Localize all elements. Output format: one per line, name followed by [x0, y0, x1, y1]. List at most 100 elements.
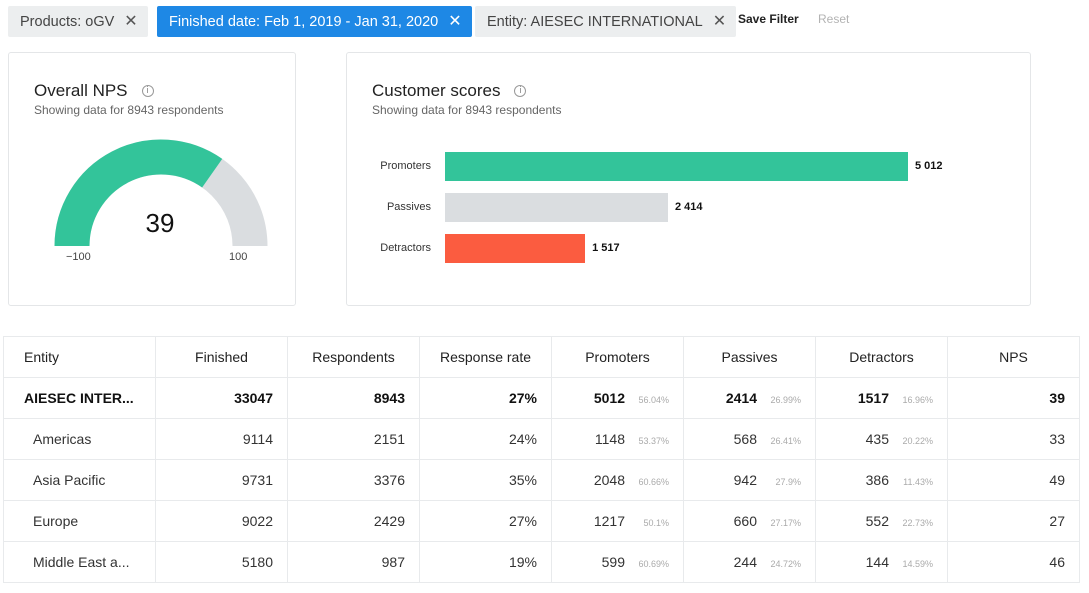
- cell-finished: 9731: [155, 459, 288, 501]
- cell-passives: 2414 26.99%: [683, 377, 816, 419]
- bar-label-promoters: Promoters: [380, 160, 431, 172]
- customer-scores-card: Customer scores i Showing data for 8943 …: [346, 52, 1031, 306]
- cell-response-rate: 27%: [419, 500, 552, 542]
- cell-detractors-count: 1517: [857, 390, 889, 406]
- filter-chip-label: Finished date: Feb 1, 2019 - Jan 31, 202…: [169, 13, 439, 30]
- cell-passives: 942 27.9%: [683, 459, 816, 501]
- filter-chip-label: Entity: AIESEC INTERNATIONAL: [487, 13, 703, 30]
- cell-detractors-percent: 20.22%: [902, 436, 933, 446]
- card-title-text: Customer scores: [372, 81, 501, 100]
- cell-detractors: 144 14.59%: [815, 541, 948, 583]
- close-icon[interactable]: ✕: [712, 12, 727, 30]
- cell-respondents: 3376: [287, 459, 420, 501]
- column-header-finished[interactable]: Finished: [155, 336, 288, 378]
- cell-response-rate: 24%: [419, 418, 552, 460]
- info-icon[interactable]: i: [141, 85, 154, 97]
- column-header-promoters[interactable]: Promoters: [551, 336, 684, 378]
- filter-chip-products[interactable]: Products: oGV ✕: [8, 6, 148, 37]
- save-filter-button[interactable]: Save Filter: [738, 12, 799, 26]
- cell-detractors-count: 144: [865, 554, 889, 570]
- cell-finished: 33047: [155, 377, 288, 419]
- bar-label-passives: Passives: [386, 201, 431, 213]
- column-header-passives[interactable]: Passives: [683, 336, 816, 378]
- bar-label-detractors: Detractors: [380, 242, 431, 254]
- nps-table: Entity Finished Respondents Response rat…: [3, 336, 1080, 583]
- card-title-text: Overall NPS: [34, 81, 128, 100]
- table-header-row: Entity Finished Respondents Response rat…: [3, 336, 1080, 378]
- reset-button[interactable]: Reset: [818, 12, 850, 26]
- cell-passives-percent: 24.72%: [770, 559, 801, 569]
- cell-promoters-count: 1148: [594, 431, 625, 447]
- cell-finished: 9114: [155, 418, 288, 460]
- cell-finished: 5180: [155, 541, 288, 583]
- cell-detractors-percent: 22.73%: [902, 518, 933, 528]
- cell-passives-count: 2414: [725, 390, 757, 406]
- filter-chip-label: Products: oGV: [20, 13, 115, 30]
- cell-detractors-percent: 11.43%: [903, 477, 933, 487]
- gauge-max-label: 100: [229, 251, 248, 263]
- cell-promoters-count: 599: [601, 554, 625, 570]
- cell-promoters-percent: 60.69%: [638, 559, 669, 569]
- cell-entity: AIESEC INTER...: [3, 377, 156, 419]
- cell-promoters: 1217 50.1%: [551, 500, 684, 542]
- column-header-entity[interactable]: Entity: [3, 336, 156, 378]
- table-row[interactable]: Asia Pacific 9731 3376 35% 2048 60.66% 942 27.9…: [3, 459, 1080, 501]
- cell-promoters: 1148 53.37%: [551, 418, 684, 460]
- cell-promoters-count: 1217: [593, 513, 625, 529]
- filter-chip-finished-date[interactable]: Finished date: Feb 1, 2019 - Jan 31, 202…: [157, 6, 472, 37]
- cell-promoters-count: 5012: [593, 390, 625, 406]
- card-subtitle: Showing data for 8943 respondents: [34, 103, 224, 117]
- cell-passives-percent: 27.17%: [770, 518, 801, 528]
- cell-passives-count: 942: [733, 472, 757, 488]
- card-title: Customer scores i: [372, 81, 527, 101]
- cell-detractors: 386 11.43%: [815, 459, 948, 501]
- cell-respondents: 2151: [287, 418, 420, 460]
- cell-detractors-count: 552: [865, 513, 889, 529]
- column-header-respondents[interactable]: Respondents: [287, 336, 420, 378]
- table-row[interactable]: Americas 9114 2151 24% 1148 53.37% 568 26.41% 43…: [3, 418, 1080, 460]
- cell-detractors-percent: 14.59%: [902, 559, 933, 569]
- filter-chip-entity[interactable]: Entity: AIESEC INTERNATIONAL ✕: [475, 6, 737, 37]
- cell-passives-count: 244: [733, 554, 757, 570]
- bar-value-promoters: 5 012: [915, 160, 943, 172]
- cell-passives-count: 568: [733, 431, 757, 447]
- cell-passives: 568 26.41%: [683, 418, 816, 460]
- cell-passives-percent: 26.99%: [770, 395, 801, 405]
- cell-respondents: 987: [287, 541, 420, 583]
- cell-response-rate: 19%: [419, 541, 552, 583]
- card-subtitle: Showing data for 8943 respondents: [372, 103, 562, 117]
- cell-promoters-percent: 60.66%: [638, 477, 669, 487]
- cell-promoters: 2048 60.66%: [551, 459, 684, 501]
- cell-detractors-count: 386: [865, 472, 889, 488]
- bar-promoters[interactable]: [445, 152, 908, 181]
- cell-detractors-count: 435: [865, 431, 889, 447]
- table-row[interactable]: AIESEC INTER... 33047 8943 27% 5012 56.04% 241…: [3, 377, 1080, 419]
- close-icon[interactable]: ✕: [124, 12, 138, 30]
- card-title: Overall NPS i: [34, 81, 154, 101]
- cell-detractors: 435 20.22%: [815, 418, 948, 460]
- cell-response-rate: 35%: [419, 459, 552, 501]
- column-header-nps[interactable]: NPS: [947, 336, 1080, 378]
- column-header-response-rate[interactable]: Response rate: [419, 336, 552, 378]
- cell-passives-percent: 27.9%: [775, 477, 801, 487]
- cell-nps: 39: [947, 377, 1080, 419]
- cell-nps: 27: [947, 500, 1080, 542]
- overall-nps-card: Overall NPS i Showing data for 8943 resp…: [8, 52, 296, 306]
- cell-promoters: 5012 56.04%: [551, 377, 684, 419]
- cell-respondents: 2429: [287, 500, 420, 542]
- table-row[interactable]: Europe 9022 2429 27% 1217 50.1% 660 27.17% 552 22…: [3, 500, 1080, 542]
- table-row[interactable]: Middle East a... 5180 987 19% 599 60.69% 244 24…: [3, 541, 1080, 583]
- bar-detractors[interactable]: [445, 234, 586, 263]
- cell-passives: 660 27.17%: [683, 500, 816, 542]
- cell-promoters-count: 2048: [593, 472, 625, 488]
- bar-passives[interactable]: [445, 193, 668, 222]
- cell-promoters-percent: 56.04%: [638, 395, 669, 405]
- cell-respondents: 8943: [287, 377, 420, 419]
- cell-entity: Asia Pacific: [3, 459, 156, 501]
- column-header-detractors[interactable]: Detractors: [815, 336, 948, 378]
- cell-detractors: 1517 16.96%: [815, 377, 948, 419]
- nps-value: 39: [145, 208, 175, 238]
- close-icon[interactable]: ✕: [448, 12, 462, 30]
- cell-passives: 244 24.72%: [683, 541, 816, 583]
- info-icon[interactable]: i: [514, 85, 527, 97]
